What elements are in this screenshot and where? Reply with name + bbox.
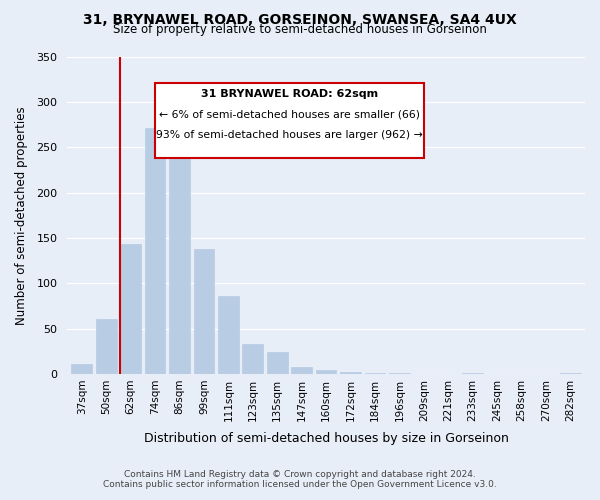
Bar bbox=[194, 249, 214, 374]
Bar bbox=[96, 320, 116, 374]
Bar bbox=[145, 128, 166, 374]
Text: 93% of semi-detached houses are larger (962) →: 93% of semi-detached houses are larger (… bbox=[157, 130, 423, 140]
Bar bbox=[242, 344, 263, 374]
Bar bbox=[121, 244, 141, 374]
Bar bbox=[291, 366, 312, 374]
Bar bbox=[71, 364, 92, 374]
Bar bbox=[340, 372, 361, 374]
FancyBboxPatch shape bbox=[155, 84, 424, 158]
Bar bbox=[560, 373, 581, 374]
Text: 31, BRYNAWEL ROAD, GORSEINON, SWANSEA, SA4 4UX: 31, BRYNAWEL ROAD, GORSEINON, SWANSEA, S… bbox=[83, 12, 517, 26]
Bar bbox=[316, 370, 337, 374]
Text: ← 6% of semi-detached houses are smaller (66): ← 6% of semi-detached houses are smaller… bbox=[160, 110, 421, 120]
Text: Size of property relative to semi-detached houses in Gorseinon: Size of property relative to semi-detach… bbox=[113, 23, 487, 36]
Text: 31 BRYNAWEL ROAD: 62sqm: 31 BRYNAWEL ROAD: 62sqm bbox=[201, 89, 379, 99]
Bar bbox=[169, 140, 190, 374]
Text: Contains HM Land Registry data © Crown copyright and database right 2024.
Contai: Contains HM Land Registry data © Crown c… bbox=[103, 470, 497, 489]
Bar bbox=[365, 373, 385, 374]
X-axis label: Distribution of semi-detached houses by size in Gorseinon: Distribution of semi-detached houses by … bbox=[143, 432, 509, 445]
Bar bbox=[267, 352, 287, 374]
Bar bbox=[389, 373, 410, 374]
Y-axis label: Number of semi-detached properties: Number of semi-detached properties bbox=[15, 106, 28, 324]
Bar bbox=[218, 296, 239, 374]
Bar bbox=[462, 373, 483, 374]
